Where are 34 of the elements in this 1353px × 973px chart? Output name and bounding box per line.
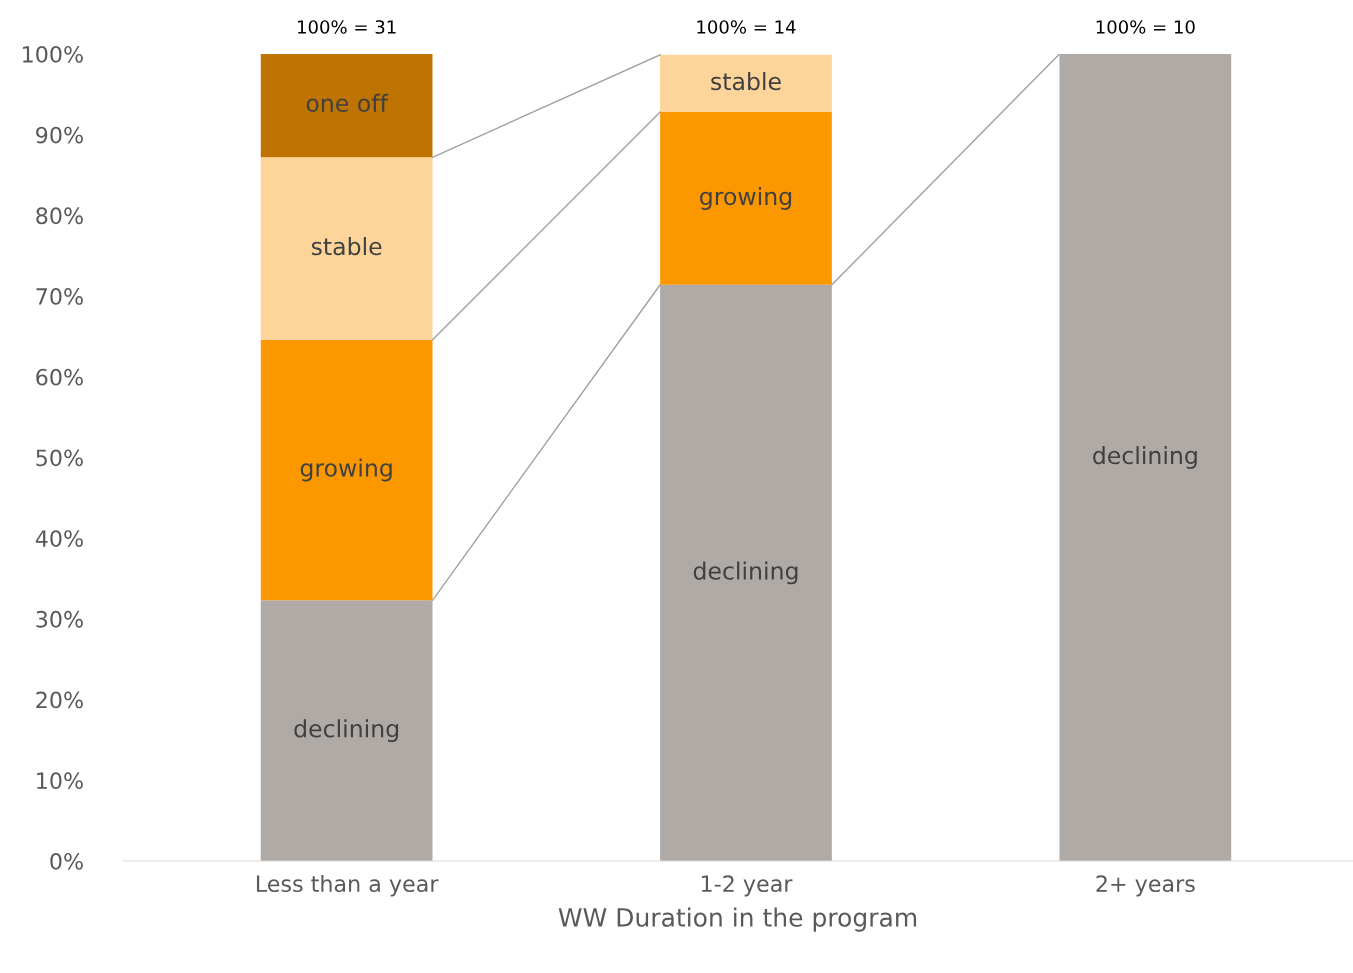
y-tick-label: 20% [36, 691, 83, 709]
series-label: declining [1093, 446, 1197, 469]
series-label: growing [300, 458, 392, 482]
y-tick-label: 40% [35, 530, 83, 547]
bar [660, 284, 832, 861]
text: declining [693, 561, 798, 585]
y-tick-label: 30% [36, 610, 83, 628]
text: stable [311, 237, 382, 256]
y-tick-label: 60% [36, 368, 83, 386]
bar [260, 339, 433, 601]
annotation: 100% = 14 [697, 20, 796, 34]
x-tick-label: Less than a year [256, 874, 439, 897]
y-tick-label: 50% [36, 449, 83, 467]
y-tick-label: 80% [36, 207, 83, 225]
text: declining [294, 719, 399, 743]
y-tick-label: 100% [23, 45, 83, 63]
bar [260, 157, 433, 340]
x-axis-title: WW Duration in the program [558, 907, 917, 932]
bar [260, 54, 433, 158]
y-tick-label: 70% [36, 288, 83, 305]
y-tick-label: 10% [37, 772, 83, 790]
x-tick-label: 1-2 year [701, 875, 793, 897]
bar [1059, 54, 1232, 861]
bar [660, 54, 832, 113]
bar [260, 600, 433, 861]
annotation: 100% = 10 [1096, 20, 1195, 34]
y-tick-label: 90% [36, 126, 83, 144]
series-label: one off [306, 93, 389, 113]
bar [660, 112, 832, 285]
text: growing [700, 187, 792, 210]
annotation: 100% = 31 [298, 20, 396, 34]
x-tick-label: 2+ years [1096, 875, 1195, 897]
y-tick-label: 0% [50, 852, 83, 870]
series-label: stable [711, 72, 781, 91]
